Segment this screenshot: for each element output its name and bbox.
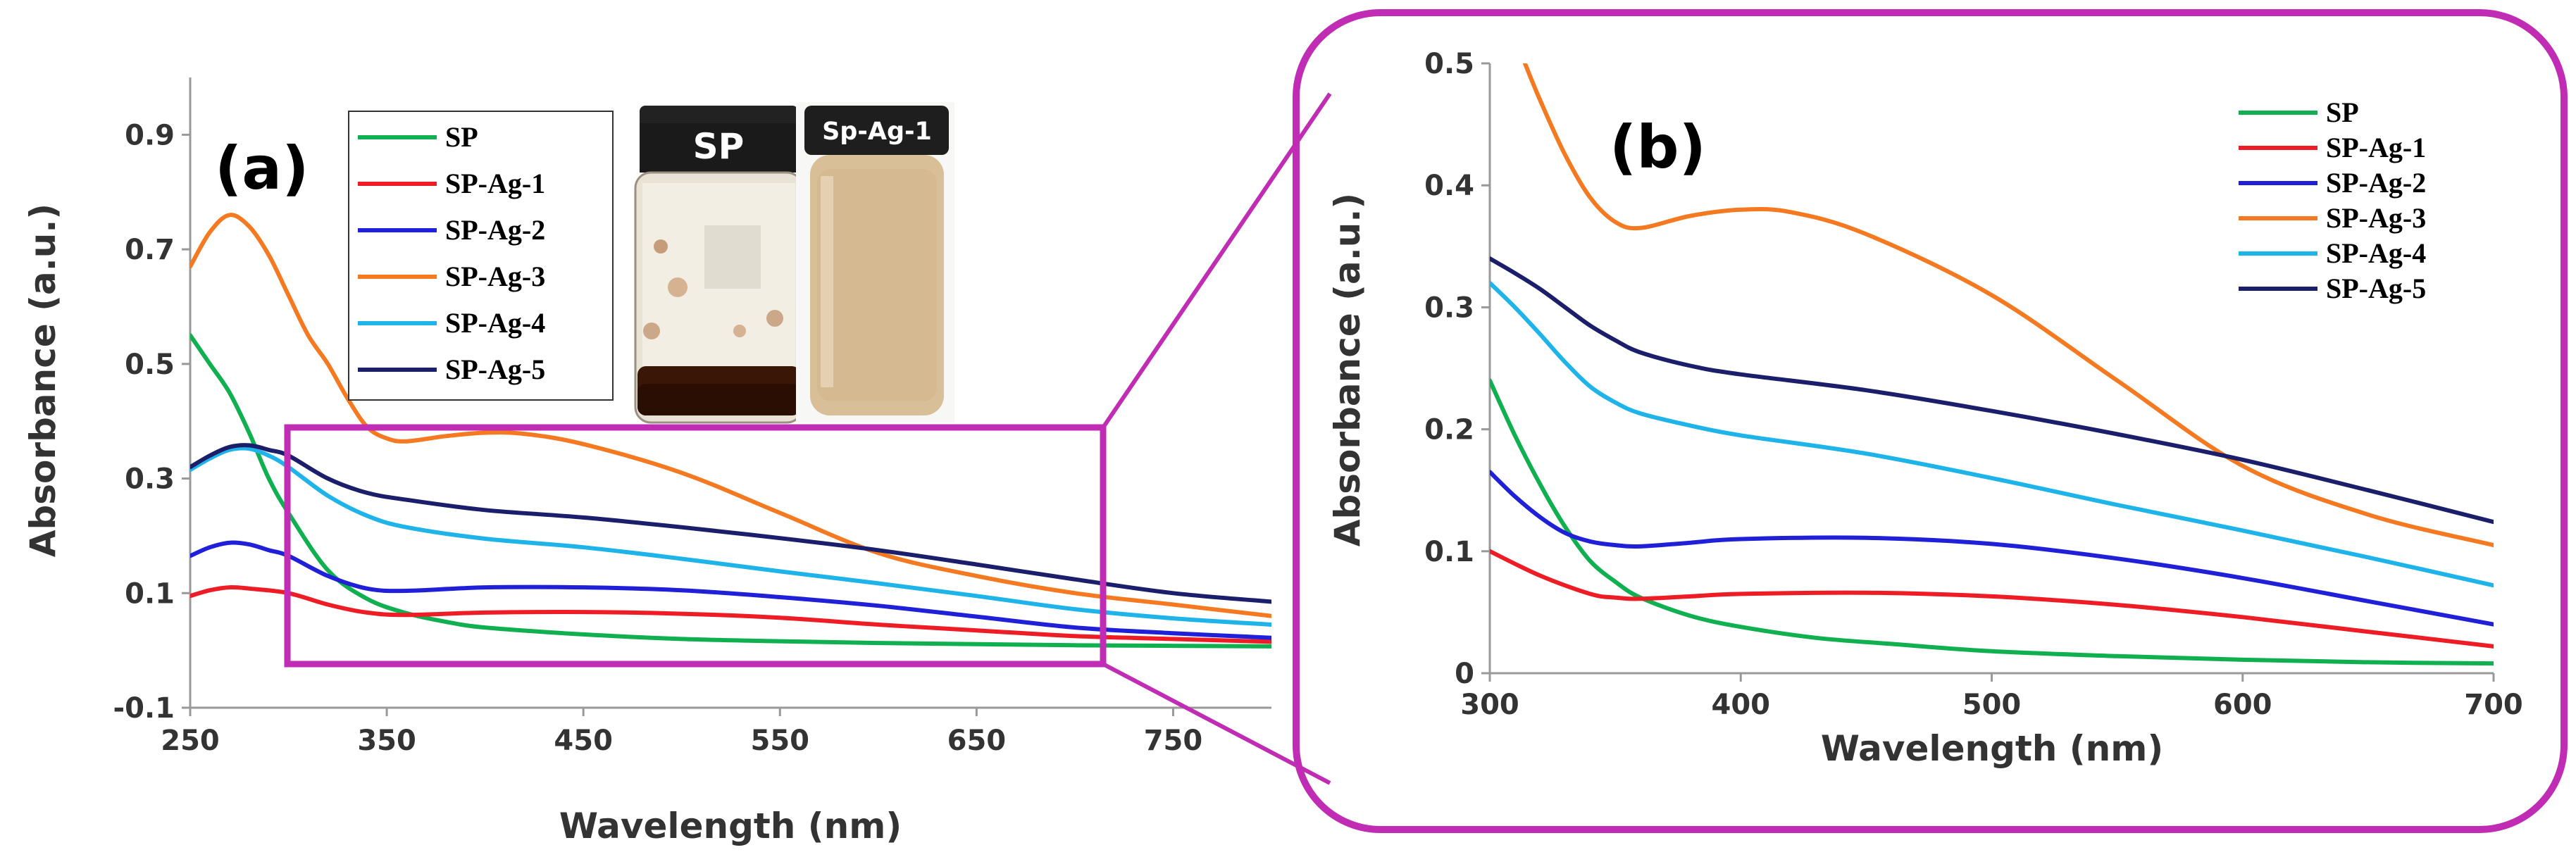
chart-a-legend-frame <box>348 111 614 401</box>
vial-sp: SP <box>634 106 804 424</box>
chart-b-ticks: 300 400 500 600 700 0 0.1 0.2 0.3 0.4 0.5 <box>1424 48 2523 721</box>
vial-sp-ag-1-label: Sp-Ag-1 <box>822 118 932 146</box>
chart-a-x-tick-label: 550 <box>751 725 810 757</box>
chart-b-legend-label: SP <box>2326 96 2359 128</box>
zoom-connector-top <box>1101 92 1332 429</box>
chart-b-x-tick-label: 700 <box>2464 689 2523 721</box>
chart-a-y-tick-label: 0.1 <box>125 577 175 610</box>
chart-a-y-label: Absorbance (a.u.) <box>23 204 63 557</box>
chart-a-x-tick-label: 250 <box>161 725 220 757</box>
chart-a-legend-label: SP-Ag-2 <box>445 214 545 246</box>
chart-b-x-tick-label: 500 <box>1962 689 2022 721</box>
chart-a-axes <box>189 77 1271 709</box>
chart-b-x-tick-label: 300 <box>1460 689 1519 721</box>
chart-b-series-sp <box>1490 378 2494 666</box>
chart-b-y-label: Absorbance (a.u.) <box>1327 193 1368 546</box>
chart-a-series <box>190 213 1271 649</box>
chart-a-series-sp-ag-2 <box>190 540 1271 640</box>
chart-b-legend-label: SP-Ag-3 <box>2326 202 2426 234</box>
chart-a-legend-label: SP-Ag-4 <box>445 307 545 339</box>
chart-b-legend-label: SP-Ag-2 <box>2326 167 2426 199</box>
chart-b-y-tick-label: 0.3 <box>1424 292 1474 324</box>
chart-a-x-label: Wavelength (nm) <box>559 806 902 846</box>
chart-a-panel-label: (a) <box>215 134 309 203</box>
chart-a-legend-label: SP-Ag-1 <box>445 168 545 199</box>
chart-b-x-tick-label: 400 <box>1712 689 1771 721</box>
zoom-connector-bottom <box>1102 662 1331 785</box>
chart-b: 300 400 500 600 700 0 0.1 0.2 0.3 0.4 0.5 (b) Wave… <box>1293 9 2568 833</box>
chart-a-series-sp-ag-3 <box>190 213 1271 618</box>
chart-b-series-sp-ag-5 <box>1490 256 2494 525</box>
chart-b-zoom-frame <box>1293 9 2568 833</box>
chart-b-legend-label: SP-Ag-1 <box>2326 132 2426 163</box>
chart-a-x-tick-label: 650 <box>947 725 1007 757</box>
chart-b-series-sp-ag-4 <box>1490 280 2494 588</box>
chart-a-legend-label: SP-Ag-3 <box>445 261 545 292</box>
chart-a-legend-label: SP-Ag-5 <box>445 354 545 385</box>
chart-b-x-label: Wavelength (nm) <box>1821 728 2163 769</box>
chart-a-legend: SP SP-Ag-1 SP-Ag-2 SP-Ag-3 SP-Ag-4 SP-Ag-5 <box>348 111 614 401</box>
chart-a-y-tick-label: 0.7 <box>125 234 175 266</box>
vial-photo-inset: SP Sp-Ag-1 <box>634 102 954 424</box>
chart-a-y-tick-label: 0.5 <box>125 349 175 381</box>
chart-b-y-tick-label: 0.5 <box>1424 48 1474 80</box>
chart-a-y-tick-label: -0.1 <box>113 692 175 725</box>
chart-b-legend-label: SP-Ag-5 <box>2326 273 2426 304</box>
chart-a-x-tick-label: 450 <box>554 725 613 757</box>
chart-b-legend-label: SP-Ag-4 <box>2326 237 2426 269</box>
chart-b-x-tick-label: 600 <box>2213 689 2272 721</box>
chart-a-legend-label: SP <box>445 121 478 153</box>
chart-b-series-sp-ag-1 <box>1490 549 2494 649</box>
chart-b-y-tick-label: 0.1 <box>1424 536 1474 568</box>
vial-sp-ag-1: Sp-Ag-1 <box>796 102 954 423</box>
chart-a-series-sp-ag-5 <box>190 443 1271 604</box>
chart-a-ticks: 250 350 450 550 650 750 -0.1 0.1 0.3 0.5 0.7 0.9 <box>113 119 1203 757</box>
chart-a-x-tick-label: 750 <box>1144 725 1203 757</box>
chart-a-y-tick-label: 0.9 <box>125 119 175 151</box>
chart-a-series-sp-ag-1 <box>190 585 1271 644</box>
chart-b-panel-label: (b) <box>1610 113 1706 182</box>
chart-a: 250 350 450 550 650 750 -0.1 0.1 0.3 0.5 0.7 0.9 (a… <box>23 77 1271 846</box>
chart-a-x-tick-label: 350 <box>357 725 416 757</box>
chart-a-highlight-box <box>284 424 1107 668</box>
chart-a-series-sp-ag-4 <box>190 446 1271 627</box>
chart-a-y-tick-label: 0.3 <box>125 463 175 496</box>
chart-b-series-sp-ag-2 <box>1490 470 2494 627</box>
chart-b-y-tick-label: 0.2 <box>1424 414 1474 446</box>
vial-sp-label: SP <box>693 126 745 167</box>
chart-b-y-tick-label: 0 <box>1455 658 1474 690</box>
chart-b-legend: SP SP-Ag-1 SP-Ag-2SP-Ag-3SP-Ag-4 SP-Ag-5 <box>2239 96 2426 304</box>
chart-b-series-sp-ag-3 <box>1522 63 2494 548</box>
chart-a-series-sp <box>190 333 1271 649</box>
zoom-connector <box>1101 92 1332 785</box>
chart-b-series <box>1490 63 2494 666</box>
chart-b-y-tick-label: 0.4 <box>1424 170 1474 202</box>
